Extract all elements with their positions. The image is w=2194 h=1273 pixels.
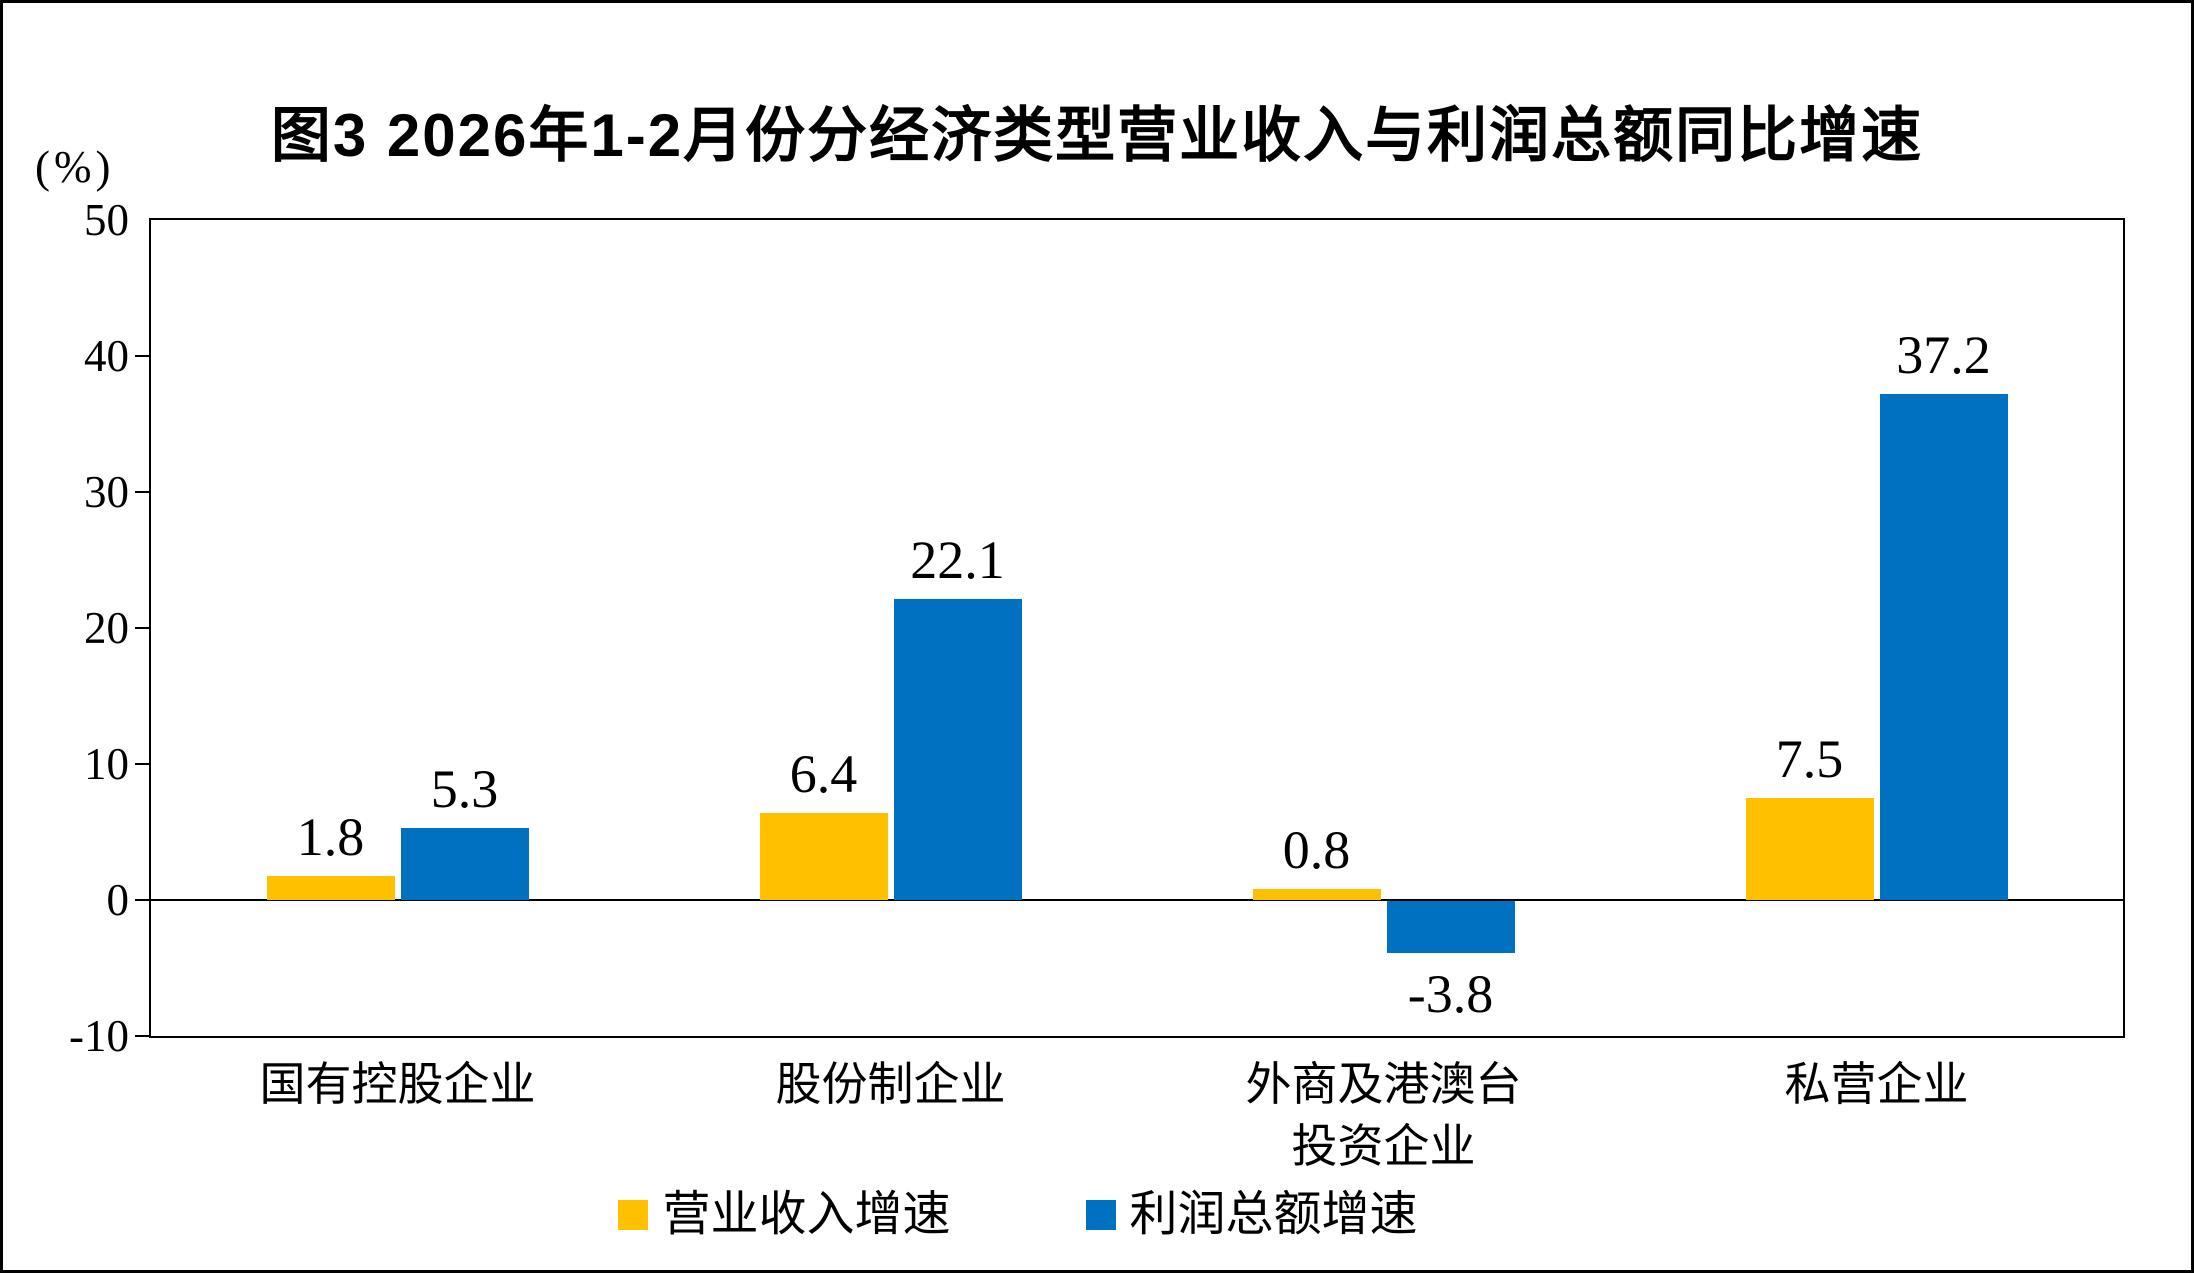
x-axis-category-label: 外商及港澳台 投资企业: [1245, 1059, 1522, 1172]
y-axis-tick: [135, 899, 151, 901]
y-axis-tick-label: -10: [69, 1011, 129, 1061]
legend-item: 营业收入增速: [618, 1188, 951, 1241]
bar-series2-group4: [1879, 394, 2008, 900]
y-axis-tick: [135, 355, 151, 357]
x-axis-category-label: 国有控股企业: [259, 1059, 536, 1110]
y-axis-tick: [135, 763, 151, 765]
bar-series2-group1: [400, 827, 529, 900]
y-axis-tick: [135, 1035, 151, 1037]
plot-area: 1.8 6.4 0.8 7.5 5.3 22.1 -3.8 37.2: [149, 218, 2125, 1038]
chart-title: 图3 2026年1-2月份分经济类型营业收入与利润总额同比增速: [270, 102, 1924, 169]
bar-value-label: 5.3: [430, 758, 499, 819]
zero-axis-line: [151, 899, 2123, 901]
bar-value-label: 22.1: [910, 530, 1005, 591]
bar-series1-group2: [759, 812, 888, 900]
legend-label: 营业收入增速: [662, 1188, 951, 1241]
bar-series1-group1: [266, 875, 395, 900]
bar-value-label: 7.5: [1775, 729, 1844, 789]
bar-value-label: 6.4: [789, 743, 858, 804]
legend-label: 利润总额增速: [1129, 1188, 1418, 1241]
bar-series1-group3: [1252, 889, 1381, 900]
y-axis-tick: [135, 627, 151, 629]
bar-value-label: 0.8: [1282, 820, 1351, 881]
y-axis-tick-label: 20: [84, 603, 129, 653]
bar-value-label: 37.2: [1896, 325, 1991, 386]
legend: 营业收入增速 利润总额增速: [3, 1189, 2033, 1241]
y-axis-tick-label: 10: [84, 739, 129, 789]
y-axis-tick-label: 40: [84, 331, 129, 381]
legend-swatch: [1085, 1200, 1116, 1230]
legend-item: 利润总额增速: [1085, 1188, 1418, 1241]
bar-value-label: -3.8: [1407, 963, 1494, 1024]
bar-value-label: 1.8: [296, 806, 365, 867]
y-axis-tick-label: 0: [106, 875, 130, 925]
y-axis-unit-label: (%): [35, 142, 115, 192]
y-axis-tick-label: 50: [84, 195, 129, 245]
legend-swatch: [618, 1200, 649, 1230]
x-axis-category-label: 私营企业: [1784, 1059, 1969, 1110]
bar-series2-group2: [893, 599, 1022, 900]
y-axis-tick-label: 30: [84, 467, 129, 517]
x-axis-category-label: 股份制企业: [775, 1059, 1006, 1110]
bar-series2-group3: [1386, 901, 1515, 953]
bar-series1-group4: [1745, 798, 1874, 900]
y-axis-tick: [135, 491, 151, 493]
